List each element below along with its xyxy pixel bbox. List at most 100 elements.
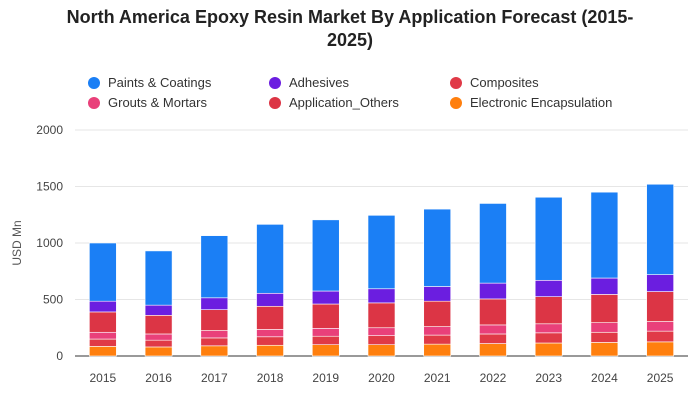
bar-segment: [256, 292, 284, 307]
bar-segment: [479, 203, 507, 284]
y-tick-label: 1000: [36, 236, 63, 250]
legend-swatch-icon: [88, 96, 100, 109]
bar-segment: [144, 315, 173, 335]
bar-segment: [646, 321, 674, 332]
legend-item[interactable]: Grouts & Mortars: [88, 95, 269, 110]
bar-segment: [311, 328, 340, 337]
bar-segment: [89, 346, 117, 357]
chart-title-line-2: 2025): [326, 30, 374, 50]
bar-segment: [534, 279, 563, 297]
bar-segment: [479, 282, 507, 300]
y-tick-label: 1500: [36, 180, 63, 194]
bar-segment: [423, 286, 452, 302]
legend-item[interactable]: Adhesives: [269, 75, 450, 90]
bar-segment: [534, 296, 563, 325]
legend-item[interactable]: Composites: [450, 75, 631, 90]
legend-swatch-icon: [88, 76, 100, 89]
legend-item[interactable]: Paints & Coatings: [88, 75, 269, 90]
bar-segment: [89, 331, 117, 340]
bar-segment: [646, 291, 674, 322]
legend-label: Electronic Encapsulation: [470, 95, 613, 110]
legend-swatch-icon: [450, 76, 462, 89]
bar-segment: [423, 326, 452, 336]
bar-segment: [367, 215, 396, 290]
legend-swatch-icon: [450, 96, 462, 109]
bar-segment: [367, 302, 396, 329]
bar-segment: [423, 208, 452, 287]
bar-segment: [423, 343, 452, 357]
legend-item[interactable]: Application_Others: [269, 95, 450, 110]
bar-segment: [590, 277, 619, 295]
legend-label: Paints & Coatings: [108, 75, 212, 90]
y-tick-label: 0: [56, 349, 63, 363]
x-tick-label: 2015: [90, 371, 117, 385]
legend-label: Composites: [470, 75, 539, 90]
bar-segment: [89, 242, 117, 302]
bar-segment: [200, 330, 229, 339]
bar-segment: [200, 345, 229, 357]
legend-item[interactable]: Electronic Encapsulation: [450, 95, 631, 110]
bar-segment: [200, 337, 229, 347]
bar-segment: [200, 297, 229, 310]
bar-segment: [144, 304, 173, 316]
bar-segment: [200, 235, 229, 299]
bar-segment: [311, 219, 340, 292]
legend-label: Application_Others: [289, 95, 399, 110]
bar-segment: [256, 336, 284, 346]
bar-segment: [646, 183, 674, 275]
bar-segment: [144, 346, 173, 357]
bar-segment: [646, 341, 674, 357]
bar-segment: [144, 339, 173, 348]
y-tick-label: 500: [43, 293, 63, 307]
chart-title: North America Epoxy Resin Market By Appl…: [0, 6, 700, 52]
bar-segment: [590, 331, 619, 343]
x-tick-label: 2022: [480, 371, 507, 385]
bar-segment: [423, 300, 452, 327]
bar-segment: [89, 311, 117, 333]
bar-segment: [311, 290, 340, 305]
bar-segment: [311, 303, 340, 329]
bar-segment: [534, 323, 563, 334]
bar-segment: [590, 294, 619, 323]
bar-segment: [89, 338, 117, 347]
bar-segment: [256, 224, 284, 294]
y-tick-label: 2000: [36, 123, 63, 137]
bar-segment: [423, 334, 452, 345]
bar-segment: [144, 333, 173, 341]
legend-label: Adhesives: [289, 75, 349, 90]
chart-title-line-1: North America Epoxy Resin Market By Appl…: [66, 7, 634, 27]
x-tick-label: 2024: [591, 371, 618, 385]
legend-label: Grouts & Mortars: [108, 95, 207, 110]
bar-segment: [200, 309, 229, 331]
bar-segment: [367, 327, 396, 336]
chart-legend: Paints & Coatings Adhesives Composites G…: [88, 75, 688, 110]
bar-segment: [534, 342, 563, 357]
x-tick-label: 2020: [368, 371, 395, 385]
bar-segment: [311, 344, 340, 357]
bar-segment: [256, 329, 284, 338]
bar-segment: [89, 300, 117, 313]
legend-swatch-icon: [269, 96, 281, 109]
bar-segment: [479, 333, 507, 344]
x-tick-label: 2023: [535, 371, 562, 385]
bar-segment: [311, 335, 340, 346]
x-tick-label: 2017: [201, 371, 228, 385]
y-axis-title: USD Mn: [10, 220, 24, 265]
bar-segment: [534, 196, 563, 281]
bar-segment: [534, 332, 563, 344]
bar-segment: [256, 305, 284, 330]
bar-segment: [367, 288, 396, 304]
bar-segment: [479, 343, 507, 357]
x-tick-label: 2016: [145, 371, 172, 385]
bar-segment: [367, 344, 396, 357]
bar-segment: [144, 250, 173, 306]
x-tick-label: 2021: [424, 371, 451, 385]
bar-segment: [367, 335, 396, 346]
bar-segment: [590, 322, 619, 333]
x-tick-label: 2019: [312, 371, 339, 385]
legend-swatch-icon: [269, 76, 281, 89]
bar-segment: [590, 342, 619, 357]
x-tick-label: 2025: [647, 371, 674, 385]
bar-segment: [256, 344, 284, 357]
